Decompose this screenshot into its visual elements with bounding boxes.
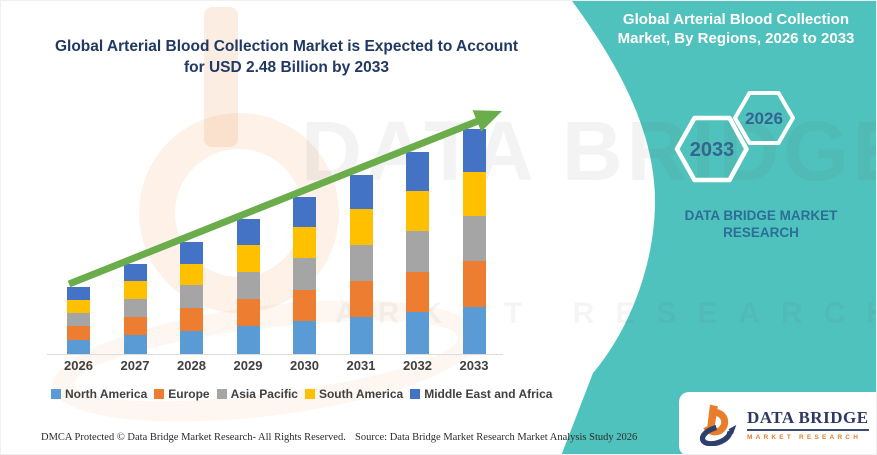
bar-segment-middle-east-and-africa: [180, 242, 203, 264]
bar-segment-south-america: [293, 227, 316, 258]
legend-label: North America: [65, 387, 148, 401]
legend-swatch-icon: [51, 389, 61, 399]
legend-item-asia-pacific: Asia Pacific: [216, 387, 298, 401]
bar-segment-asia-pacific: [67, 313, 90, 326]
bar-segment-asia-pacific: [180, 285, 203, 308]
legend-item-north-america: North America: [51, 387, 147, 401]
bar-segment-asia-pacific: [236, 271, 260, 299]
legend-label: Middle East and Africa: [424, 387, 553, 401]
bar-segment-asia-pacific: [349, 244, 373, 281]
bar-segment-middle-east-and-africa: [293, 197, 316, 227]
stacked-bar-2032: [406, 152, 429, 354]
bar-segment-asia-pacific: [462, 216, 486, 262]
bar-segment-europe: [180, 307, 203, 331]
x-axis-line: [47, 354, 503, 355]
data-bridge-wordmark: DATA BRIDGE MARKET RESEARCH: [747, 408, 869, 441]
bar-segment-europe: [462, 261, 486, 307]
chart-title-line2: for USD 2.48 Billion by 2033: [183, 59, 389, 76]
chart-title: Global Arterial Blood Collection Market …: [19, 36, 554, 78]
bar-segment-south-america: [462, 171, 486, 217]
x-axis-label-2032: 2032: [403, 358, 432, 373]
x-axis-label-2033: 2033: [459, 358, 489, 373]
stacked-bar-2031: [349, 175, 373, 354]
bar-segment-europe: [406, 271, 429, 313]
bar-segment-south-america: [67, 299, 90, 314]
legend-label: South America: [318, 387, 404, 401]
chart-title-line1: Global Arterial Blood Collection Market …: [54, 38, 519, 55]
dmca-attribution-text: DMCA Protected © Data Bridge Market Rese…: [41, 432, 346, 443]
source-attribution-text: Source: Data Bridge Market Research Mark…: [355, 432, 638, 443]
bar-segment-middle-east-and-africa: [406, 152, 429, 191]
bar-segment-asia-pacific: [293, 257, 316, 290]
stacked-bar-2030: [293, 197, 316, 354]
logo-tagline: MARKET RESEARCH: [747, 433, 862, 441]
legend-swatch-icon: [216, 389, 227, 399]
legend-label: Asia Pacific: [230, 387, 298, 401]
chart-legend: North America Europe Asia Pacific South Ame…: [51, 387, 552, 401]
stacked-bar-2028: [180, 242, 203, 354]
bar-segment-north-america: [406, 312, 429, 354]
bar-segment-middle-east-and-africa: [236, 219, 260, 246]
x-axis-label-2030: 2030: [290, 358, 319, 373]
bar-segment-north-america: [236, 325, 260, 354]
legend-swatch-icon: [410, 389, 421, 399]
watermark-tagline-text: MARKET RESEARCH: [289, 297, 877, 330]
bar-segment-south-america: [123, 281, 147, 299]
data-bridge-logo-card: DATA BRIDGE MARKET RESEARCH: [679, 392, 876, 454]
x-axis-label-2029: 2029: [233, 358, 263, 373]
bar-segment-south-america: [180, 263, 203, 286]
x-axis-label-2031: 2031: [346, 358, 376, 373]
logo-name: DATA BRIDGE: [747, 408, 869, 431]
bar-segment-south-america: [349, 209, 373, 245]
watermark-brand-text: DATA BRIDGE: [301, 104, 877, 198]
stacked-bar-2027: [123, 264, 147, 354]
stacked-bar-2026: [67, 287, 90, 354]
bar-segment-north-america: [349, 316, 373, 354]
bar-segment-north-america: [123, 334, 147, 354]
bar-segment-north-america: [180, 330, 203, 354]
stacked-bar-2033: [462, 129, 486, 354]
x-axis-label-2028: 2028: [177, 358, 206, 373]
x-axis-label-2026: 2026: [64, 358, 93, 373]
bar-segment-north-america: [67, 339, 90, 354]
bar-segment-middle-east-and-africa: [462, 129, 486, 172]
data-bridge-logo-icon: [699, 404, 737, 446]
bar-segment-asia-pacific: [406, 230, 429, 272]
bar-segment-north-america: [293, 321, 316, 354]
legend-item-south-america: South America: [304, 387, 404, 401]
bar-segment-europe: [123, 316, 147, 335]
sidebar-heading: Global Arterial Blood Collection Market,…: [617, 11, 855, 47]
bar-segment-middle-east-and-africa: [123, 264, 147, 282]
bar-segment-europe: [67, 325, 90, 340]
bar-segment-europe: [293, 289, 316, 322]
legend-label: Europe: [168, 387, 210, 401]
bar-segment-asia-pacific: [123, 298, 147, 317]
bar-segment-south-america: [236, 245, 260, 272]
legend-item-europe: Europe: [154, 387, 210, 401]
bar-segment-europe: [236, 298, 260, 326]
bar-segment-north-america: [462, 306, 486, 354]
legend-swatch-icon: [154, 389, 165, 399]
bar-segment-south-america: [406, 191, 429, 231]
stacked-bar-2029: [236, 219, 260, 354]
x-axis-label-2027: 2027: [120, 358, 150, 373]
legend-swatch-icon: [304, 389, 315, 399]
legend-item-middle-east-and-africa: Middle East and Africa: [410, 387, 552, 401]
bar-segment-middle-east-and-africa: [67, 287, 90, 300]
sidebar-brand-text: DATA BRIDGE MARKET RESEARCH: [684, 208, 838, 240]
bar-segment-middle-east-and-africa: [349, 175, 373, 210]
bar-segment-europe: [349, 280, 373, 317]
